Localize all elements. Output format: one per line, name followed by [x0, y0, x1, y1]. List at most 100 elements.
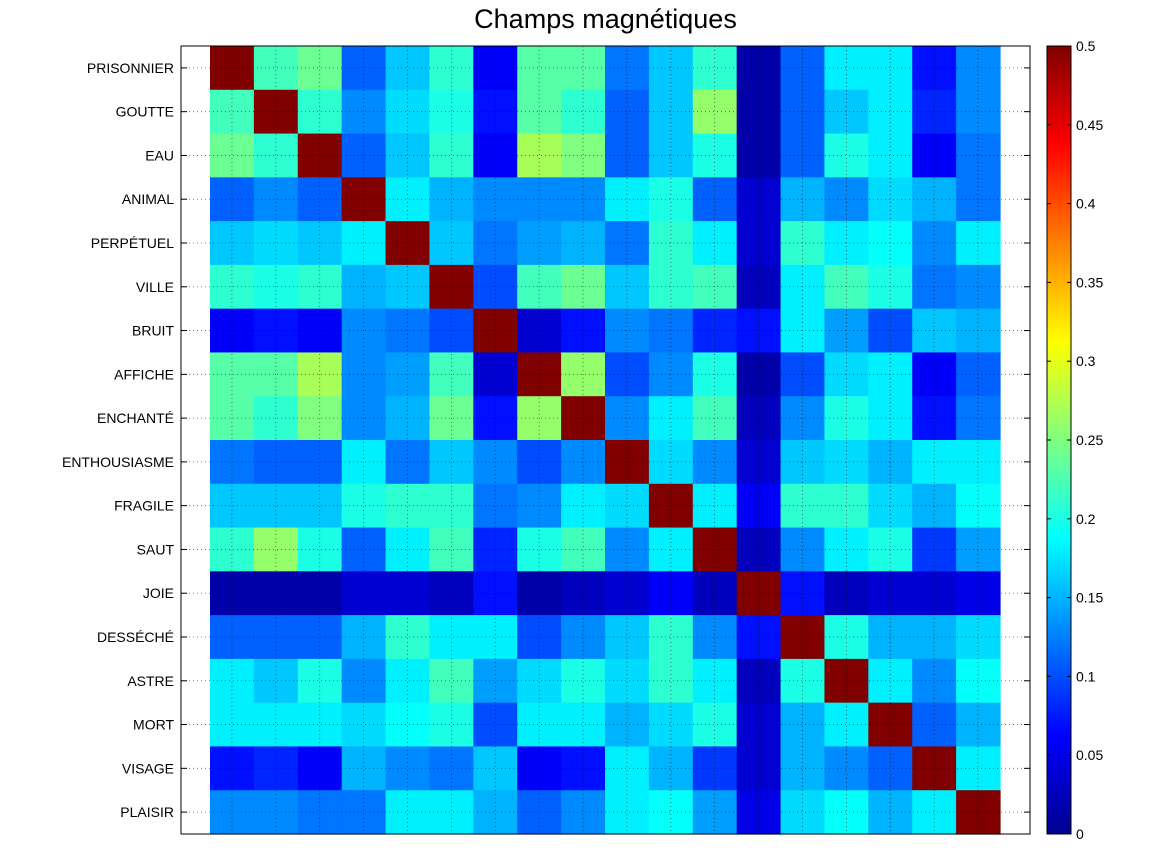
heatmap-cell [297, 177, 343, 222]
heatmap-cell [605, 658, 650, 704]
heatmap-cell [561, 133, 606, 178]
heatmap-cell [692, 89, 738, 135]
heatmap-cell [868, 46, 913, 91]
grid-lines [181, 46, 1030, 834]
heatmap-cell [912, 46, 957, 91]
heatmap-cell [912, 571, 957, 616]
y-tick-label: VILLE [136, 279, 174, 295]
heatmap-cell [868, 177, 913, 222]
chart-title: Champs magnétiques [474, 4, 737, 34]
heatmap-cell [605, 571, 650, 616]
heatmap-cell [341, 89, 387, 135]
heatmap-cell [824, 615, 869, 660]
heatmap-cell [297, 571, 343, 616]
heatmap-cell [429, 790, 474, 835]
heatmap-cell [297, 746, 343, 791]
heatmap-cell [341, 615, 387, 660]
heatmap-cell [517, 264, 562, 310]
heatmap-cell [736, 658, 782, 704]
y-tick-label: FRAGILE [114, 498, 174, 514]
y-tick-label: JOIE [143, 585, 174, 601]
heatmap-cell [210, 746, 255, 791]
heatmap-cell [561, 264, 606, 310]
heatmap-cell [824, 177, 869, 222]
y-tick-label: ANIMAL [122, 191, 174, 207]
heatmap-cell [692, 790, 738, 835]
heatmap-cell [385, 133, 431, 178]
heatmap-cell [429, 264, 474, 310]
heatmap-cell [868, 658, 913, 704]
heatmap-cell [605, 89, 650, 135]
heatmap-cell [297, 133, 343, 178]
heatmap-cell [385, 177, 431, 222]
y-tick-label: GOUTTE [116, 104, 174, 120]
heatmap-cell [648, 571, 694, 616]
heatmap-cell [341, 702, 387, 748]
heatmap-cell [473, 177, 518, 222]
y-tick-labels: PRISONNIER GOUTTE EAU ANIMAL PERPÉTUEL VILLE B… [62, 60, 174, 820]
heatmap-cell [297, 790, 343, 835]
heatmap-cell [648, 89, 694, 135]
heatmap-cell [824, 790, 869, 835]
colorbar-tick-label: 0.1 [1076, 668, 1096, 684]
heatmap-cell [473, 658, 518, 704]
heatmap-cell [692, 658, 738, 704]
heatmap-cell [385, 790, 431, 835]
heatmap-cell [297, 46, 343, 91]
heatmap-cell [648, 615, 694, 660]
colorbar [1046, 45, 1072, 835]
heatmap-cell [429, 615, 474, 660]
heatmap-cell [692, 746, 738, 791]
heatmap-cell [210, 790, 255, 835]
heatmap-cell [473, 615, 518, 660]
heatmap-cell [648, 702, 694, 748]
heatmap-cell [736, 790, 782, 835]
heatmap-cell [385, 702, 431, 748]
heatmap-cell [561, 89, 606, 135]
heatmap-cell [780, 615, 826, 660]
heatmap-cell [429, 702, 474, 748]
heatmap-cell [517, 746, 562, 791]
y-tick-label: EAU [145, 147, 174, 163]
y-tick-label: ENCHANTÉ [97, 410, 174, 426]
heatmap-cell [517, 177, 562, 222]
heatmap-cell [605, 133, 650, 178]
heatmap-cell [429, 571, 474, 616]
heatmap-cell [429, 46, 474, 91]
heatmap-cell [868, 89, 913, 135]
heatmap-cell [385, 571, 431, 616]
heatmap-cell [605, 483, 650, 529]
heatmap-cell [341, 133, 387, 178]
heatmap-cell [692, 615, 738, 660]
heatmap-cell [517, 790, 562, 835]
heatmap-cell [561, 483, 606, 529]
heatmap-cell [253, 46, 299, 91]
heatmap-cell [341, 746, 387, 791]
colorbar-tick-label: 0.05 [1076, 747, 1103, 763]
heatmap-cell [736, 133, 782, 178]
heatmap-cell [210, 615, 255, 660]
heatmap-cell [736, 615, 782, 660]
heatmap-cell [736, 571, 782, 616]
heatmap-cell [736, 746, 782, 791]
heatmap-cell [561, 790, 606, 835]
heatmap-cell [824, 702, 869, 748]
heatmap-cell [429, 89, 474, 135]
heatmap-cell [736, 46, 782, 91]
heatmap-cell [253, 89, 299, 135]
heatmap-cell [253, 702, 299, 748]
y-tick-label: VISAGE [122, 760, 174, 776]
heatmap-cell [648, 46, 694, 91]
heatmap-cell [385, 658, 431, 704]
heatmap-cell [605, 177, 650, 222]
heatmap-cell [780, 571, 826, 616]
heatmap-cell [210, 133, 255, 178]
heatmap-cell [692, 46, 738, 91]
y-tick-label: PLAISIR [120, 804, 174, 820]
heatmap-cell [780, 658, 826, 704]
heatmap-cell [780, 46, 826, 91]
y-tick-label: DESSÉCHÉ [97, 629, 174, 645]
heatmap-cell [517, 658, 562, 704]
heatmap-cell [561, 177, 606, 222]
heatmap-cell [297, 615, 343, 660]
